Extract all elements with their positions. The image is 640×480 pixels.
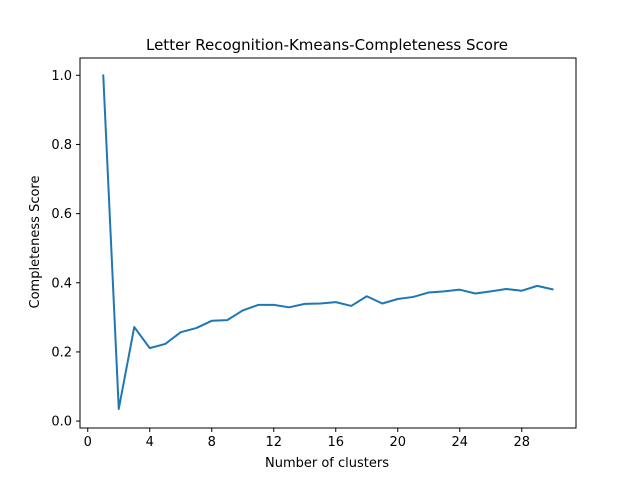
y-axis-ticks: 0.0 0.2 0.4 0.6 0.8 1.0	[51, 69, 80, 430]
x-tick-label: 12	[265, 435, 282, 450]
x-tick-label: 0	[84, 435, 92, 450]
x-tick-label: 16	[327, 435, 344, 450]
y-tick-label: 0.8	[51, 138, 72, 153]
plot-area	[102, 74, 554, 410]
x-tick-label: 28	[513, 435, 530, 450]
x-axis-label: Number of clusters	[265, 456, 389, 471]
x-tick-label: 8	[208, 435, 216, 450]
chart-title: Letter Recognition-Kmeans-Completeness S…	[146, 36, 508, 54]
x-tick-label: 24	[451, 435, 468, 450]
x-tick-label: 4	[146, 435, 154, 450]
series-line	[102, 74, 554, 410]
x-axis-ticks: 0 4 8 12 16 20 24 28	[84, 428, 530, 450]
y-tick-label: 0.2	[51, 345, 72, 360]
y-axis-label: Completeness Score	[28, 176, 43, 309]
x-tick-label: 20	[389, 435, 406, 450]
y-tick-label: 0.0	[51, 415, 72, 430]
axes-frame	[79, 57, 577, 429]
y-tick-label: 0.4	[51, 276, 72, 291]
y-tick-label: 0.6	[51, 207, 72, 222]
y-tick-label: 1.0	[51, 69, 72, 84]
